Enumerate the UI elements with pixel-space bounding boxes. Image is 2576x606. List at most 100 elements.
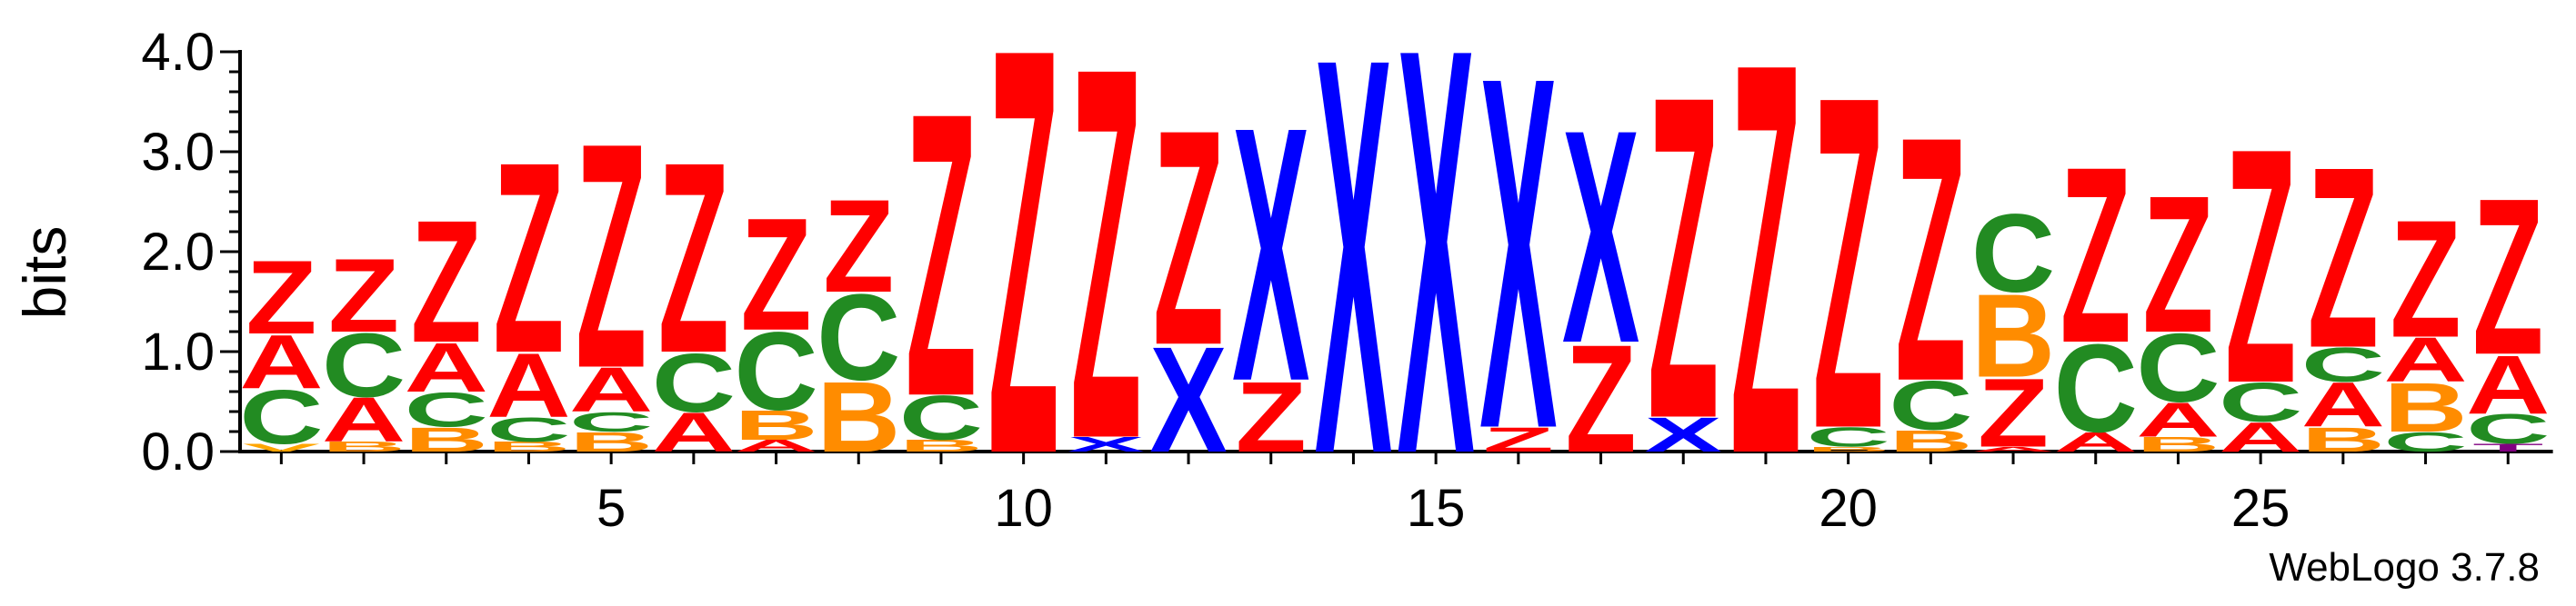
- logo-letter-Z: Z: [493, 105, 564, 409]
- x-tick-label: 10: [994, 479, 1053, 538]
- stack-position-16: ZX: [1479, 0, 1558, 534]
- logo-letter-A: A: [239, 319, 323, 404]
- logo-letter-A: A: [734, 436, 817, 455]
- logo-letter-Z: Z: [1978, 359, 2049, 468]
- logo-letter-A: A: [569, 354, 653, 424]
- logo-letter-X: X: [1645, 407, 1722, 462]
- logo-letter-C: C: [1807, 422, 1890, 452]
- logo-letter-B: B: [486, 439, 570, 454]
- logo-letter-Z: Z: [1730, 0, 1801, 571]
- stack-position-23: ACZ: [2054, 114, 2138, 459]
- logo-letter-Z: Z: [576, 76, 647, 435]
- stack-position-8: BCZ: [817, 173, 900, 473]
- stack-position-15: X: [1398, 0, 1476, 575]
- logo-letter-B: B: [899, 436, 983, 455]
- logo-letter-C: C: [899, 382, 983, 452]
- y-tick-label: 4.0: [141, 23, 215, 82]
- logo-letter-C: C: [2466, 406, 2550, 452]
- logo-letter-Z: Z: [1648, 0, 1719, 514]
- logo-letter-A: A: [2054, 426, 2138, 457]
- stack-position-10: Z: [988, 0, 1059, 575]
- logo-letter-A: A: [2136, 392, 2220, 447]
- logo-letter-A: A: [405, 330, 488, 407]
- logo-letter-A: A: [1971, 445, 2055, 453]
- logo-letter-X: X: [1149, 316, 1227, 484]
- logo-letter-C: C: [734, 308, 817, 433]
- logo-letter-Z: Z: [411, 184, 482, 379]
- logo-letter-X: X: [1479, 0, 1558, 534]
- logo-letter-Z: Z: [2225, 79, 2296, 453]
- logo-letter-B: B: [1971, 270, 2055, 402]
- logo-letter-B: B: [2383, 370, 2467, 447]
- logo-letter-Z: Z: [1566, 313, 1637, 484]
- logo-letter-Z: Z: [823, 173, 894, 321]
- logo-letter-Z: Z: [988, 0, 1059, 575]
- stack-position-18: XZ: [1645, 0, 1722, 514]
- logo-letter-Z: Z: [2472, 152, 2543, 402]
- stack-position-11: XZ: [1067, 0, 1145, 550]
- logo-letter-B: B: [2136, 432, 2220, 456]
- logo-letter-B: B: [734, 402, 817, 449]
- logo-letter-C: C: [486, 410, 570, 449]
- logo-letter-Z: Z: [1813, 0, 1884, 528]
- logo-letter-Z: Z: [1070, 0, 1141, 550]
- logo-letter-C: C: [2054, 318, 2138, 459]
- x-tick-label: 20: [1819, 479, 1878, 538]
- logo-letter-A: A: [2466, 338, 2550, 432]
- logo-letter-C: C: [1971, 190, 2055, 315]
- x-tick-label: 15: [1407, 479, 1466, 538]
- logo-letter-Z: Z: [1483, 420, 1554, 459]
- x-tick-label: 5: [596, 479, 626, 538]
- logo-letter-Z: Z: [1895, 64, 1966, 453]
- logo-letter-Z: Z: [906, 29, 977, 482]
- logo-letter-Z: Z: [658, 105, 729, 409]
- logo-letter-B: B: [405, 420, 488, 459]
- logo-letter-C: C: [569, 406, 653, 437]
- logo-letter-C: C: [2301, 337, 2385, 392]
- logo-letter-A: A: [322, 384, 406, 454]
- logo-letter-C: C: [322, 315, 406, 416]
- logo-letter-A: A: [2219, 414, 2302, 461]
- logo-letter-A: A: [2301, 370, 2385, 440]
- logo-letter-Z: Z: [2391, 184, 2461, 373]
- logo-letter-B: B: [1806, 445, 1889, 453]
- logo-letter-B: B: [817, 362, 900, 473]
- y-axis-label: bits: [11, 226, 78, 320]
- logo-letter-Z: Z: [741, 184, 812, 363]
- stack-position-6: ACZ: [652, 105, 736, 463]
- logo-letter-Z: Z: [2308, 114, 2379, 402]
- logo-letter-X: X: [1315, 0, 1393, 572]
- logo-letter-C: C: [2383, 426, 2467, 457]
- y-tick-label: 1.0: [141, 323, 215, 382]
- logo-letter-C: C: [2136, 313, 2220, 422]
- stack-position-12: XZ: [1149, 67, 1227, 484]
- logo-letter-A: A: [2383, 324, 2467, 394]
- logo-letter-Z: Z: [2142, 156, 2213, 373]
- logo-letter-Z: Z: [2060, 114, 2131, 395]
- logo-letter-Z: Z: [328, 237, 399, 354]
- y-tick-label: 2.0: [141, 223, 215, 282]
- stack-position-14: X: [1315, 0, 1393, 572]
- logo-letter-V: V: [243, 442, 320, 454]
- logo-letter-C: C: [652, 335, 736, 429]
- stack-position-25: ACZ: [2219, 79, 2302, 461]
- stack-position-21: BCZ: [1889, 64, 1972, 458]
- logo-letter-Z: Z: [1153, 67, 1224, 410]
- logo-letter-A: A: [486, 335, 570, 436]
- logo-letter-B: B: [322, 439, 406, 454]
- stack-position-13: ZX: [1232, 52, 1310, 473]
- axes: 0.0 1.0 2.0 3.0 4.0 5 10 15 20 25: [141, 23, 2553, 538]
- logo-letter-X: X: [1067, 432, 1145, 456]
